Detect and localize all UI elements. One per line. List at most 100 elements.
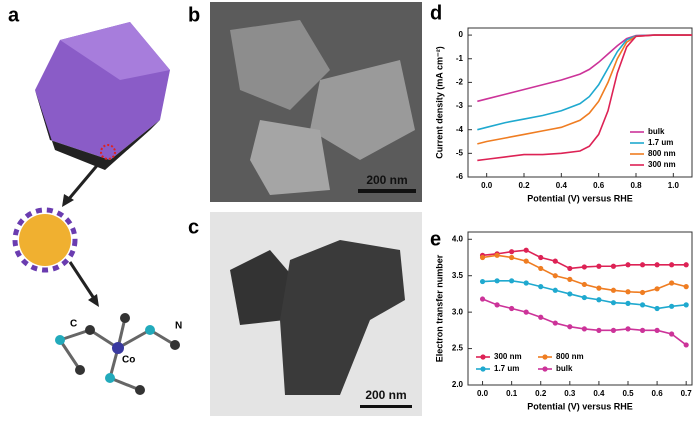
y-tick-label: -1: [456, 54, 464, 63]
y-tick-label: 2.5: [452, 344, 464, 353]
y-axis-label: Electron transfer number: [434, 254, 444, 362]
data-point: [538, 284, 544, 290]
panel-label: b: [188, 4, 200, 26]
data-point: [639, 289, 646, 296]
data-point: [683, 302, 689, 308]
legend-label: 300 nm: [648, 160, 676, 169]
data-point: [669, 303, 675, 309]
data-point: [509, 305, 515, 312]
data-point: [669, 280, 675, 286]
data-point: [567, 291, 573, 297]
data-point: [479, 278, 486, 285]
data-point: [654, 286, 660, 292]
data-point: [581, 264, 587, 270]
legend-marker: [480, 354, 486, 360]
data-point: [538, 254, 544, 261]
data-point: [494, 278, 500, 284]
panel-label: a: [8, 4, 20, 26]
data-point: [538, 265, 544, 272]
data-point: [523, 247, 529, 253]
panel-label: d: [430, 2, 442, 24]
legend-label: bulk: [648, 127, 665, 136]
data-point: [596, 297, 602, 303]
data-point: [523, 258, 529, 264]
data-point: [479, 254, 486, 261]
data-point: [625, 289, 631, 295]
data-point: [567, 265, 573, 272]
legend-label: 800 nm: [648, 149, 676, 158]
scale-bar-label: 200 nm: [365, 388, 406, 402]
data-point: [567, 324, 573, 330]
legend-marker: [480, 366, 486, 372]
y-tick-label: -5: [456, 148, 464, 157]
data-point: [494, 302, 500, 308]
x-tick-label: 0.5: [622, 389, 634, 398]
data-point: [639, 262, 646, 268]
x-tick-label: 0.2: [518, 181, 530, 190]
x-tick-label: 0.8: [630, 181, 642, 190]
legend-marker: [542, 354, 548, 360]
data-point: [523, 280, 529, 286]
legend-label: 300 nm: [494, 352, 522, 361]
data-point: [625, 326, 631, 332]
series-line: [477, 34, 692, 131]
data-point: [552, 258, 558, 264]
data-point: [494, 252, 500, 258]
data-point: [523, 309, 529, 315]
legend-label: 1.7 um: [494, 364, 519, 373]
sem-image: [210, 2, 422, 202]
x-tick-label: 0.1: [506, 389, 518, 398]
data-point: [625, 262, 631, 268]
y-tick-label: 4.0: [452, 234, 464, 243]
data-point: [596, 263, 602, 269]
data-point: [509, 254, 515, 261]
data-point: [683, 284, 689, 290]
data-point: [479, 296, 486, 302]
data-point: [639, 327, 646, 333]
data-point: [509, 278, 515, 284]
data-point: [683, 262, 689, 268]
data-point: [581, 294, 587, 301]
data-point: [683, 342, 689, 348]
data-point: [625, 300, 631, 306]
x-axis-label: Potential (V) versus RHE: [527, 401, 633, 411]
x-tick-label: 0.4: [556, 181, 568, 190]
y-tick-label: 2.0: [452, 380, 464, 389]
x-tick-label: 0.0: [477, 389, 489, 398]
nanocrystal-illustration: [35, 22, 170, 207]
atom-label: C: [70, 319, 77, 330]
data-point: [654, 305, 660, 312]
x-axis-label: Potential (V) versus RHE: [527, 193, 633, 203]
legend-label: 1.7 um: [648, 138, 673, 147]
data-point: [538, 314, 544, 320]
y-tick-label: 3.5: [452, 271, 464, 280]
molecule-illustration: [55, 313, 180, 395]
x-tick-label: 0.4: [593, 389, 605, 398]
data-point: [509, 249, 515, 255]
data-point: [567, 276, 573, 282]
data-point: [581, 281, 587, 288]
data-point: [654, 262, 660, 268]
legend-marker: [542, 366, 548, 372]
panel-label: e: [430, 228, 441, 250]
cluster-illustration: [12, 207, 99, 307]
data-point: [654, 327, 660, 333]
legend-label: 800 nm: [556, 352, 584, 361]
data-point: [669, 262, 675, 268]
plot-frame: [467, 27, 693, 178]
data-point: [596, 327, 602, 333]
data-point: [552, 273, 558, 279]
y-tick-label: -4: [456, 125, 464, 134]
data-point: [669, 331, 675, 337]
panel-label: c: [188, 216, 199, 238]
data-point: [610, 263, 617, 269]
x-tick-label: 0.6: [593, 181, 605, 190]
data-point: [610, 287, 617, 293]
y-tick-label: 3.0: [452, 307, 464, 316]
plot-frame: [467, 231, 693, 386]
tem-image: [210, 212, 422, 416]
data-point: [552, 287, 558, 293]
legend-label: bulk: [556, 364, 573, 373]
series-line: [482, 298, 687, 346]
